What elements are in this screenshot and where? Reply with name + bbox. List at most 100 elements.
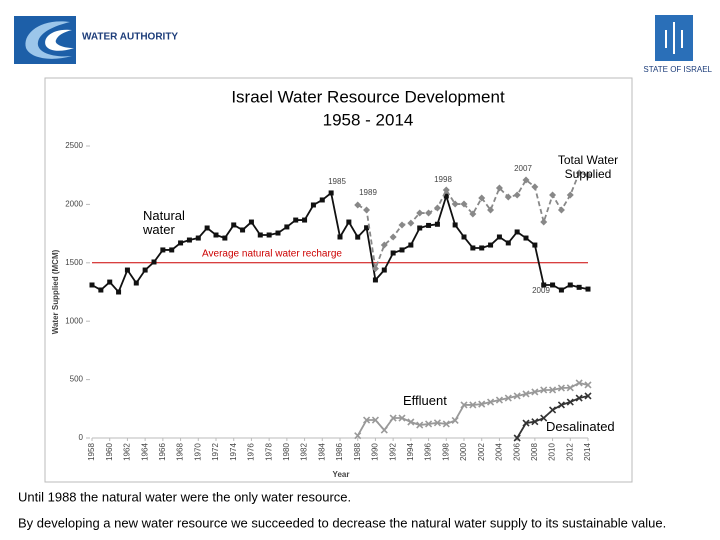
data-point — [248, 219, 254, 225]
x-tick-label: 1990 — [371, 443, 380, 461]
x-tick-label: 1986 — [335, 443, 344, 461]
data-point — [371, 265, 379, 273]
data-point — [337, 234, 343, 240]
data-point — [478, 194, 486, 202]
data-point — [487, 398, 495, 406]
data-point — [470, 245, 476, 251]
data-point — [460, 200, 468, 208]
state-name: STATE OF ISRAEL — [643, 65, 712, 74]
x-tick-label: 1988 — [353, 443, 362, 461]
data-point — [160, 247, 166, 253]
data-point — [585, 286, 591, 292]
chart-subtitle: 1958 - 2014 — [323, 110, 414, 129]
data-point — [425, 420, 433, 428]
data-point — [495, 184, 503, 192]
y-tick-label: 0 — [79, 433, 84, 442]
data-point — [505, 240, 511, 246]
data-point — [354, 201, 362, 209]
data-point — [328, 190, 334, 196]
data-point — [231, 222, 237, 228]
data-point — [364, 225, 370, 231]
x-tick-label: 1980 — [282, 443, 291, 461]
x-tick-label: 1970 — [193, 443, 202, 461]
data-point — [371, 416, 379, 424]
data-point — [407, 219, 415, 227]
data-point — [522, 419, 530, 427]
data-point — [240, 227, 246, 233]
data-point — [186, 237, 192, 243]
year-annotation: 2009 — [532, 286, 550, 295]
data-point — [532, 242, 538, 248]
data-point — [557, 384, 565, 392]
data-point — [426, 222, 432, 228]
data-point — [389, 233, 397, 241]
x-tick-label: 2012 — [565, 443, 574, 461]
x-tick-label: 2000 — [459, 443, 468, 461]
x-tick-label: 1958 — [87, 443, 96, 461]
data-point — [407, 418, 415, 426]
data-point — [442, 420, 450, 428]
footer-line: Until 1988 the natural water were the on… — [18, 489, 351, 504]
data-point — [540, 218, 548, 226]
data-point — [451, 200, 459, 208]
y-axis-label: Water Supplied (MCM) — [51, 249, 60, 334]
x-tick-label: 1966 — [158, 443, 167, 461]
data-point — [380, 426, 388, 434]
org-name: WATER AUTHORITY — [82, 32, 178, 43]
series-label: Total Water Supplied — [557, 153, 619, 181]
chart-frame — [44, 77, 633, 483]
data-point — [469, 210, 477, 218]
data-point — [204, 225, 210, 231]
x-tick-label: 1984 — [317, 443, 326, 461]
data-point — [434, 221, 440, 227]
data-point — [213, 232, 219, 238]
data-point — [398, 221, 406, 229]
x-tick-label: 1968 — [176, 443, 185, 461]
data-point — [495, 396, 503, 404]
data-point — [541, 282, 547, 288]
data-point — [549, 191, 557, 199]
emblem-icon — [665, 22, 683, 54]
data-point — [575, 169, 583, 177]
data-point — [478, 400, 486, 408]
data-point — [381, 267, 387, 273]
data-point — [399, 247, 405, 253]
x-tick-label: 1974 — [229, 443, 238, 461]
data-point — [557, 401, 565, 409]
data-point — [531, 183, 539, 191]
data-point — [107, 279, 113, 285]
data-point — [576, 284, 582, 290]
data-point — [169, 247, 175, 253]
data-point — [584, 392, 592, 400]
series-line — [357, 171, 589, 273]
data-point — [293, 217, 299, 223]
year-annotation: 1989 — [359, 188, 377, 197]
data-point — [540, 414, 548, 422]
data-point — [151, 259, 157, 265]
x-tick-label: 1972 — [211, 443, 220, 461]
year-annotation: 1998 — [434, 175, 452, 184]
x-tick-label: 1994 — [406, 443, 415, 461]
data-point — [442, 186, 450, 194]
data-point — [380, 241, 388, 249]
data-point — [513, 392, 521, 400]
data-point — [504, 193, 512, 201]
data-point — [513, 434, 521, 442]
x-tick-label: 1982 — [300, 443, 309, 461]
data-point — [302, 217, 308, 223]
data-point — [425, 209, 433, 217]
data-point — [195, 235, 201, 241]
data-point — [355, 234, 361, 240]
data-point — [575, 394, 583, 402]
x-tick-label: 1962 — [123, 443, 132, 461]
data-point — [469, 401, 477, 409]
y-tick-label: 1000 — [65, 316, 83, 325]
data-point — [178, 240, 184, 246]
y-tick-label: 500 — [70, 375, 84, 384]
data-point — [513, 191, 521, 199]
data-point — [550, 282, 556, 288]
data-point — [584, 171, 592, 179]
year-annotation: 2007 — [514, 164, 532, 173]
